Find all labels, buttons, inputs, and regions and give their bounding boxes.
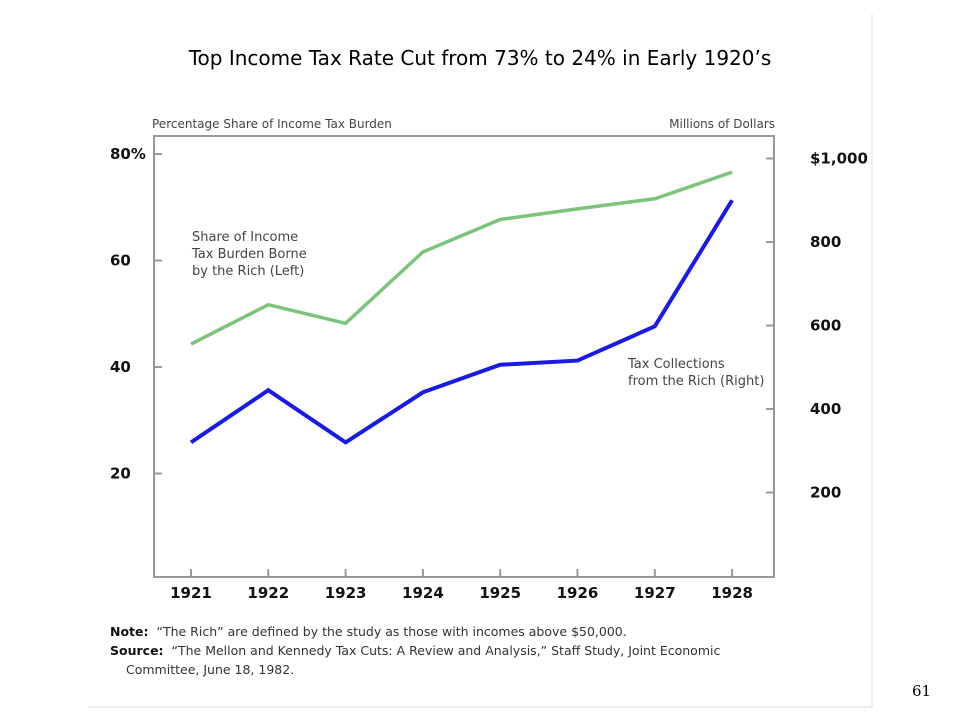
chart-note: Note: “The Rich” are defined by the stud…	[110, 624, 627, 639]
series-line-share-of-burden	[190, 170, 733, 346]
right-tick-label: 600	[810, 317, 841, 335]
x-tick-label: 1922	[247, 584, 289, 602]
x-tick-label: 1924	[402, 584, 444, 602]
right-tick-label: $1,000	[810, 150, 868, 168]
left-tick-label: 20	[110, 465, 131, 483]
left-axis-label: Percentage Share of Income Tax Burden	[152, 117, 392, 131]
x-tick-label: 1928	[711, 584, 753, 602]
left-tick-label: 60	[110, 252, 131, 270]
series-label-line: from the Rich (Right)	[628, 374, 764, 389]
chart-source: Source: “The Mellon and Kennedy Tax Cuts…	[110, 643, 720, 658]
source-label: Source:	[110, 643, 164, 658]
left-tick-label: 80%	[110, 145, 146, 163]
series-label-line: Tax Collections	[627, 357, 725, 372]
chart-source-continued: Committee, June 18, 1982.	[126, 662, 295, 677]
note-text: “The Rich” are defined by the study as t…	[156, 624, 627, 639]
right-tick-label: 200	[810, 484, 841, 502]
series-line-tax-collections	[189, 199, 734, 445]
slide-border-right	[871, 14, 873, 708]
slide-frame	[88, 14, 872, 706]
slide-border-bottom	[88, 706, 872, 708]
x-tick-label: 1926	[557, 584, 599, 602]
x-tick-label: 1923	[325, 584, 367, 602]
right-tick-label: 800	[810, 233, 841, 251]
slide-title: Top Income Tax Rate Cut from 73% to 24% …	[188, 46, 772, 70]
x-tick-label: 1925	[479, 584, 521, 602]
series-label-line: by the Rich (Left)	[192, 264, 304, 279]
page-number: 61	[912, 682, 932, 700]
series-label-line: Share of Income	[192, 230, 298, 245]
x-tick-label: 1921	[170, 584, 212, 602]
right-tick-label: 400	[810, 400, 841, 418]
x-tick-label: 1927	[634, 584, 676, 602]
series-label-line: Tax Burden Borne	[191, 247, 307, 262]
right-axis-label: Millions of Dollars	[669, 117, 775, 131]
note-label: Note:	[110, 624, 149, 639]
source-text-1: “The Mellon and Kennedy Tax Cuts: A Revi…	[171, 643, 721, 658]
left-tick-label: 40	[110, 358, 131, 376]
plot-frame	[153, 135, 775, 578]
